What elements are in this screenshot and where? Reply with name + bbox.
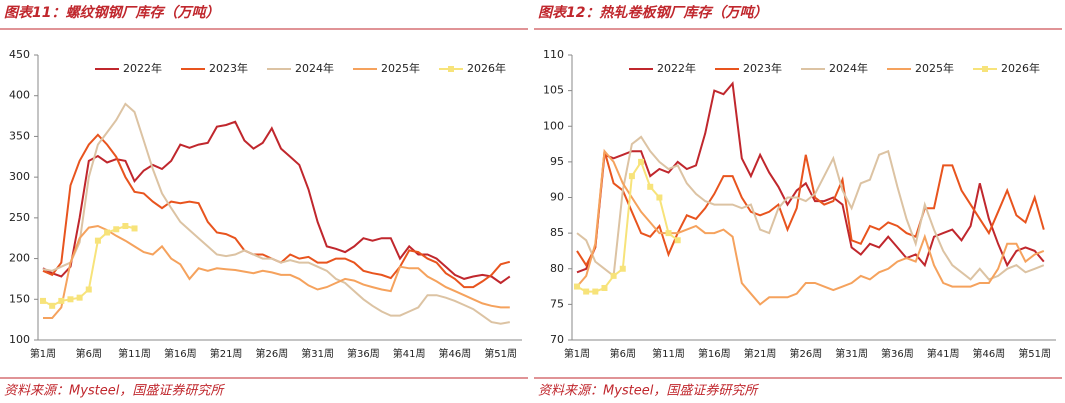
y-tick-label: 300 <box>9 170 30 183</box>
point-marker <box>638 158 645 165</box>
series-line <box>576 159 679 293</box>
series-line <box>576 81 1045 274</box>
series-line <box>42 102 510 325</box>
point-marker <box>656 194 663 201</box>
x-tick-label: 第41周 <box>393 347 426 360</box>
x-tick-label: 第6周 <box>610 347 636 360</box>
y-tick-label: 70 <box>550 333 564 346</box>
y-tick-label: 100 <box>543 119 564 132</box>
point-marker <box>113 226 120 233</box>
legend-marker <box>982 66 988 72</box>
point-marker <box>94 237 101 244</box>
point-marker <box>131 225 138 232</box>
series-line <box>42 133 511 289</box>
x-tick-label: 第11周 <box>118 347 151 360</box>
point-marker <box>601 284 608 291</box>
x-tick-label: 第11周 <box>652 347 685 360</box>
x-tick-label: 第51周 <box>484 347 517 360</box>
point-marker <box>619 265 626 272</box>
y-tick-label: 110 <box>543 48 564 61</box>
point-marker <box>628 173 635 180</box>
legend-label: 2025年 <box>915 61 954 75</box>
x-tick-label: 第1周 <box>30 347 56 360</box>
x-tick-label: 第16周 <box>164 347 197 360</box>
point-marker <box>665 230 672 237</box>
y-tick-label: 85 <box>550 226 564 239</box>
x-tick-label: 第36周 <box>881 347 914 360</box>
chart-title: 图表11：螺纹钢钢厂库存（万吨） <box>4 4 219 21</box>
x-tick-label: 第21周 <box>210 347 243 360</box>
y-tick-label: 250 <box>9 211 30 224</box>
series-line <box>576 135 1045 281</box>
y-tick-label: 150 <box>9 292 30 305</box>
point-marker <box>610 272 617 279</box>
point-marker <box>574 283 580 290</box>
legend-label: 2022年 <box>657 61 696 75</box>
series-line <box>42 120 511 285</box>
x-tick-label: 第31周 <box>301 347 334 360</box>
legend-label: 2026年 <box>1001 61 1040 75</box>
x-tick-label: 第46周 <box>439 347 472 360</box>
x-tick-label: 第6周 <box>76 347 102 360</box>
x-tick-label: 第26周 <box>255 347 288 360</box>
y-tick-label: 105 <box>543 84 564 97</box>
x-tick-label: 第21周 <box>744 347 777 360</box>
y-tick-label: 200 <box>9 252 30 265</box>
legend-label: 2024年 <box>829 61 868 75</box>
x-tick-label: 第36周 <box>347 347 380 360</box>
y-tick-label: 450 <box>9 48 30 61</box>
legend-label: 2025年 <box>381 61 420 75</box>
x-tick-label: 第41周 <box>927 347 960 360</box>
y-tick-label: 350 <box>9 129 30 142</box>
legend-label: 2024年 <box>295 61 334 75</box>
y-tick-label: 100 <box>9 333 30 346</box>
legend-label: 2023年 <box>209 61 248 75</box>
legend-label: 2022年 <box>123 61 162 75</box>
source: 资料来源：Mysteel，国盛证券研究所 <box>538 383 759 399</box>
series-line <box>576 148 1045 306</box>
point-marker <box>104 229 111 236</box>
y-tick-label: 95 <box>550 155 564 168</box>
point-marker <box>40 297 46 304</box>
point-marker <box>67 296 74 303</box>
legend-marker <box>448 66 454 72</box>
point-marker <box>647 183 654 190</box>
point-marker <box>674 237 681 244</box>
chart-title: 图表12：热轧卷板钢厂库存（万吨） <box>538 4 767 21</box>
series-line <box>576 150 1045 268</box>
point-marker <box>122 223 129 229</box>
point-marker <box>583 288 590 295</box>
x-tick-label: 第16周 <box>698 347 731 360</box>
point-marker <box>58 297 65 304</box>
legend-label: 2023年 <box>743 61 782 75</box>
point-marker <box>85 286 92 293</box>
legend-label: 2026年 <box>467 61 506 75</box>
point-marker <box>49 302 56 309</box>
point-marker <box>76 294 83 301</box>
x-tick-label: 第26周 <box>789 347 822 360</box>
source: 资料来源：Mysteel，国盛证券研究所 <box>4 383 225 399</box>
y-tick-label: 75 <box>550 297 564 310</box>
y-tick-label: 400 <box>9 89 30 102</box>
y-tick-label: 80 <box>550 262 564 275</box>
point-marker <box>592 288 599 295</box>
x-tick-label: 第1周 <box>564 347 590 360</box>
x-tick-label: 第51周 <box>1018 347 1051 360</box>
x-tick-label: 第46周 <box>973 347 1006 360</box>
y-tick-label: 90 <box>550 191 564 204</box>
x-tick-label: 第31周 <box>835 347 868 360</box>
series-line <box>43 224 510 319</box>
